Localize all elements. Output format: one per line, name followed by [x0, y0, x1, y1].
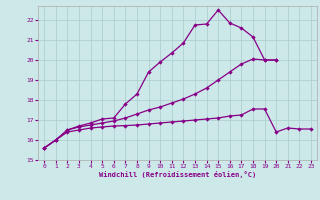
X-axis label: Windchill (Refroidissement éolien,°C): Windchill (Refroidissement éolien,°C): [99, 171, 256, 178]
